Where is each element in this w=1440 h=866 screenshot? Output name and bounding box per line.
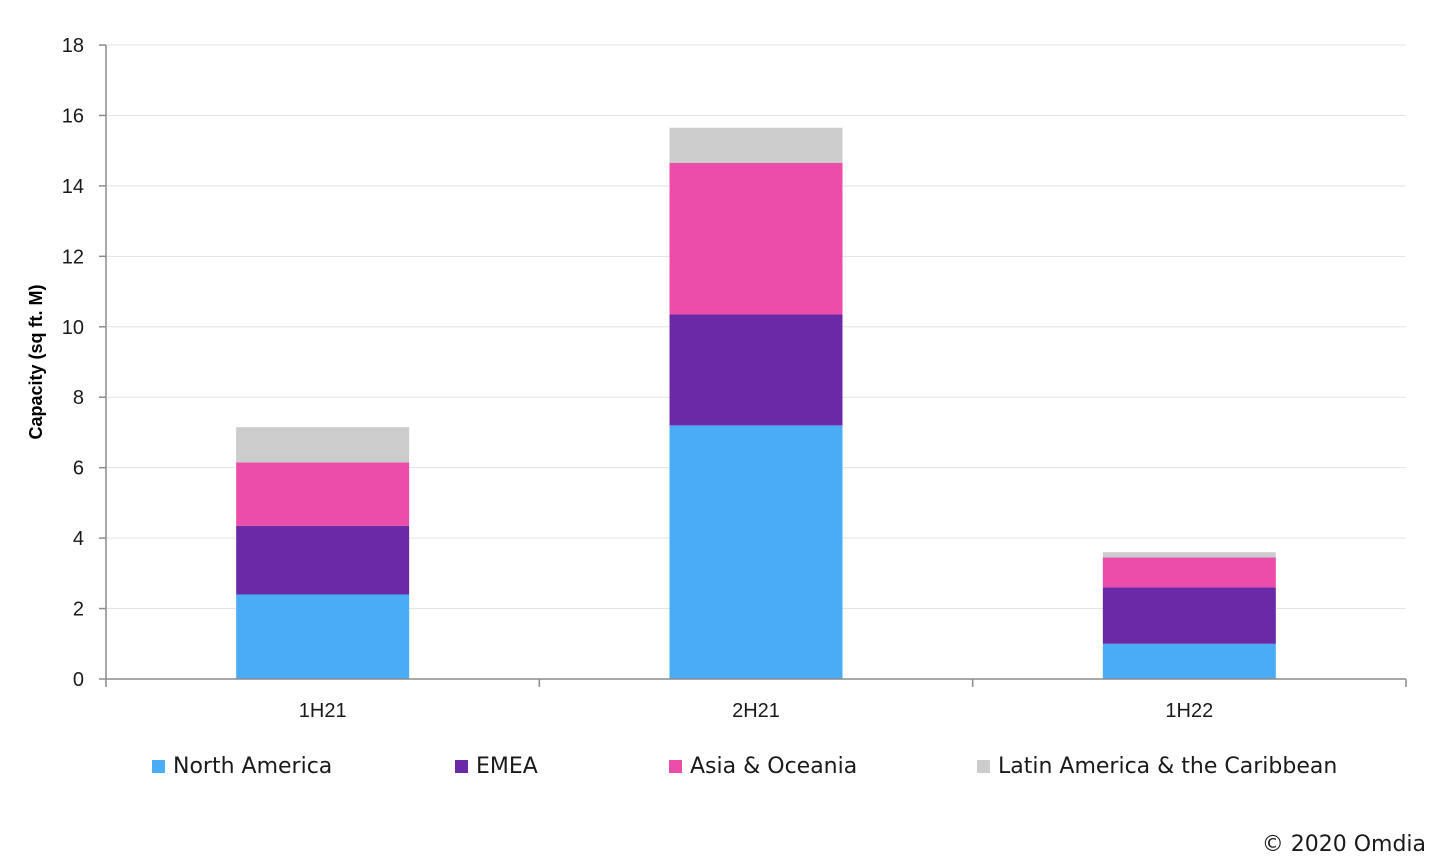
y-tick-label: 18 — [62, 35, 84, 57]
bar-segment-north-america-1h21 — [236, 594, 410, 679]
bar-segment-latin-america-the-caribbean-1h22 — [1102, 552, 1276, 558]
x-tick-label: 1H22 — [1165, 700, 1213, 722]
bar-segment-latin-america-the-caribbean-1h21 — [236, 427, 410, 463]
legend-label: Asia & Oceania — [690, 754, 858, 779]
legend: North America EMEA Asia & Oceania Latin Ame… — [0, 754, 1440, 784]
bar-segment-asia-oceania-1h22 — [1102, 557, 1276, 588]
legend-swatch — [455, 760, 468, 773]
legend-label: EMEA — [476, 754, 538, 779]
y-tick-label: 16 — [62, 105, 84, 127]
x-tick-label: 2H21 — [732, 700, 780, 722]
legend-item-latin-america-the-caribbean: Latin America & the Caribbean — [977, 754, 1337, 779]
legend-item-north-america: North America — [152, 754, 332, 779]
legend-item-emea: EMEA — [455, 754, 538, 779]
y-tick-label: 12 — [62, 246, 84, 268]
bar-segment-emea-1h22 — [1102, 587, 1276, 644]
bars — [236, 127, 1276, 679]
legend-label: North America — [173, 754, 333, 779]
bar-segment-asia-oceania-1h21 — [236, 462, 410, 526]
y-tick-label: 10 — [62, 317, 84, 339]
legend-swatch — [152, 760, 165, 773]
y-tick-label: 8 — [73, 387, 84, 409]
copyright-notice: © 2020 Omdia — [1261, 832, 1426, 857]
y-tick-label: 14 — [62, 176, 84, 198]
y-axis-label: Capacity (sq ft. M) — [26, 284, 46, 439]
legend-item-asia-oceania: Asia & Oceania — [669, 754, 857, 779]
bar-segment-asia-oceania-2h21 — [669, 162, 843, 315]
bar-segment-north-america-2h21 — [669, 425, 843, 679]
axes: 0 2 4 6 8 10 12 14 16 18 1H21 2H21 1H22 — [62, 35, 1407, 722]
legend-label: Latin America & the Caribbean — [998, 754, 1338, 779]
bar-segment-emea-2h21 — [669, 314, 843, 426]
y-tick-label: 4 — [73, 528, 84, 550]
x-tick-label: 1H21 — [299, 700, 347, 722]
legend-swatch — [977, 760, 990, 773]
y-tick-label: 0 — [73, 669, 84, 691]
y-tick-label: 2 — [73, 599, 84, 621]
y-tick-label: 6 — [73, 458, 84, 480]
legend-swatch — [669, 760, 682, 773]
bar-segment-latin-america-the-caribbean-2h21 — [669, 127, 843, 163]
bar-segment-emea-1h21 — [236, 525, 410, 595]
bar-segment-north-america-1h22 — [1102, 643, 1276, 679]
